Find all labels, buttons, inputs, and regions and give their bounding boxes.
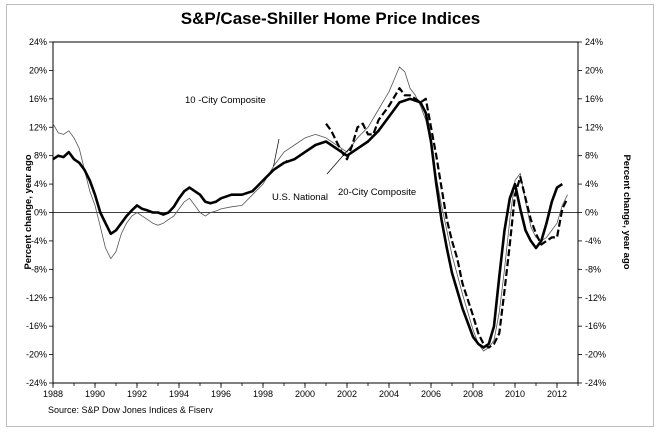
x-tick-label: 1998 [253, 389, 273, 399]
annotation-leader [273, 138, 280, 167]
y-tick-label-left: -16% [26, 321, 47, 331]
x-tick-label: 2010 [505, 389, 525, 399]
x-tick-label: 2002 [337, 389, 357, 399]
y-axis-label-right: Percent change, year ago [621, 154, 632, 269]
y-tick-label-right: 0% [585, 208, 598, 218]
y-tick-label-right: -4% [585, 236, 601, 246]
annotation-layer: 10 -City Composite U.S. National 20-City C… [185, 95, 416, 203]
y-tick-label-left: 4% [34, 179, 47, 189]
y-tick-label-right: -12% [585, 293, 606, 303]
x-tick-label: 1996 [211, 389, 231, 399]
y-tick-label-right: 4% [585, 179, 598, 189]
y-tick-label-right: 16% [585, 94, 603, 104]
y-tick-label-right: 12% [585, 122, 603, 132]
annotation-label: 10 -City Composite [185, 95, 266, 106]
y-tick-label-left: -8% [31, 264, 47, 274]
annotation-leader [283, 159, 288, 164]
y-tick-label-right: -20% [585, 350, 606, 360]
x-tick-label: 1988 [43, 389, 63, 399]
y-axis-label-left: Percent change, year ago [23, 154, 34, 269]
y-tick-label-right: 20% [585, 65, 603, 75]
x-tick-label: 2004 [379, 389, 399, 399]
y-tick-label-left: 12% [29, 122, 47, 132]
y-tick-label-left: -24% [26, 378, 47, 388]
y-tick-label-right: -8% [585, 264, 601, 274]
x-tick-label: 2006 [421, 389, 441, 399]
x-tick-label: 1994 [169, 389, 189, 399]
annotation-label: 20-City Composite [338, 187, 416, 198]
annotation-leader [326, 144, 353, 175]
y-tick-label-left: 16% [29, 94, 47, 104]
series-line-10-city-composite [52, 66, 568, 352]
y-tick-label-left: 24% [29, 37, 47, 47]
series-line-u-s-national [52, 97, 564, 349]
x-tick-label: 2000 [295, 389, 315, 399]
y-tick-label-right: 8% [585, 151, 598, 161]
y-tick-label-right: -16% [585, 321, 606, 331]
series-line-20-city-composite [325, 87, 569, 349]
chart-frame [6, 4, 654, 427]
source-note: Source: S&P Dow Jones Indices & Fiserv [48, 405, 213, 415]
y-tick-label-left: -20% [26, 350, 47, 360]
y-tick-label-left: 20% [29, 65, 47, 75]
y-tick-label-left: -4% [31, 236, 47, 246]
x-tick-label: 2008 [463, 389, 483, 399]
y-tick-label-left: 0% [34, 208, 47, 218]
y-tick-label-right: 24% [585, 37, 603, 47]
y-tick-label-left: -12% [26, 293, 47, 303]
x-tick-label: 1990 [85, 389, 105, 399]
y-tick-label-right: -24% [585, 378, 606, 388]
series-layer [52, 66, 569, 352]
x-tick-label: 1992 [127, 389, 147, 399]
chart-title: S&P/Case-Shiller Home Price Indices [180, 9, 481, 28]
x-tick-label: 2012 [547, 389, 567, 399]
annotation-label: U.S. National [272, 192, 328, 203]
y-tick-label-left: 8% [34, 151, 47, 161]
axes: 24% 24% 20% 20% 16% 16% 12% 12% 8% 8% 4% 4% 0% 0% -4% -… [26, 37, 606, 399]
